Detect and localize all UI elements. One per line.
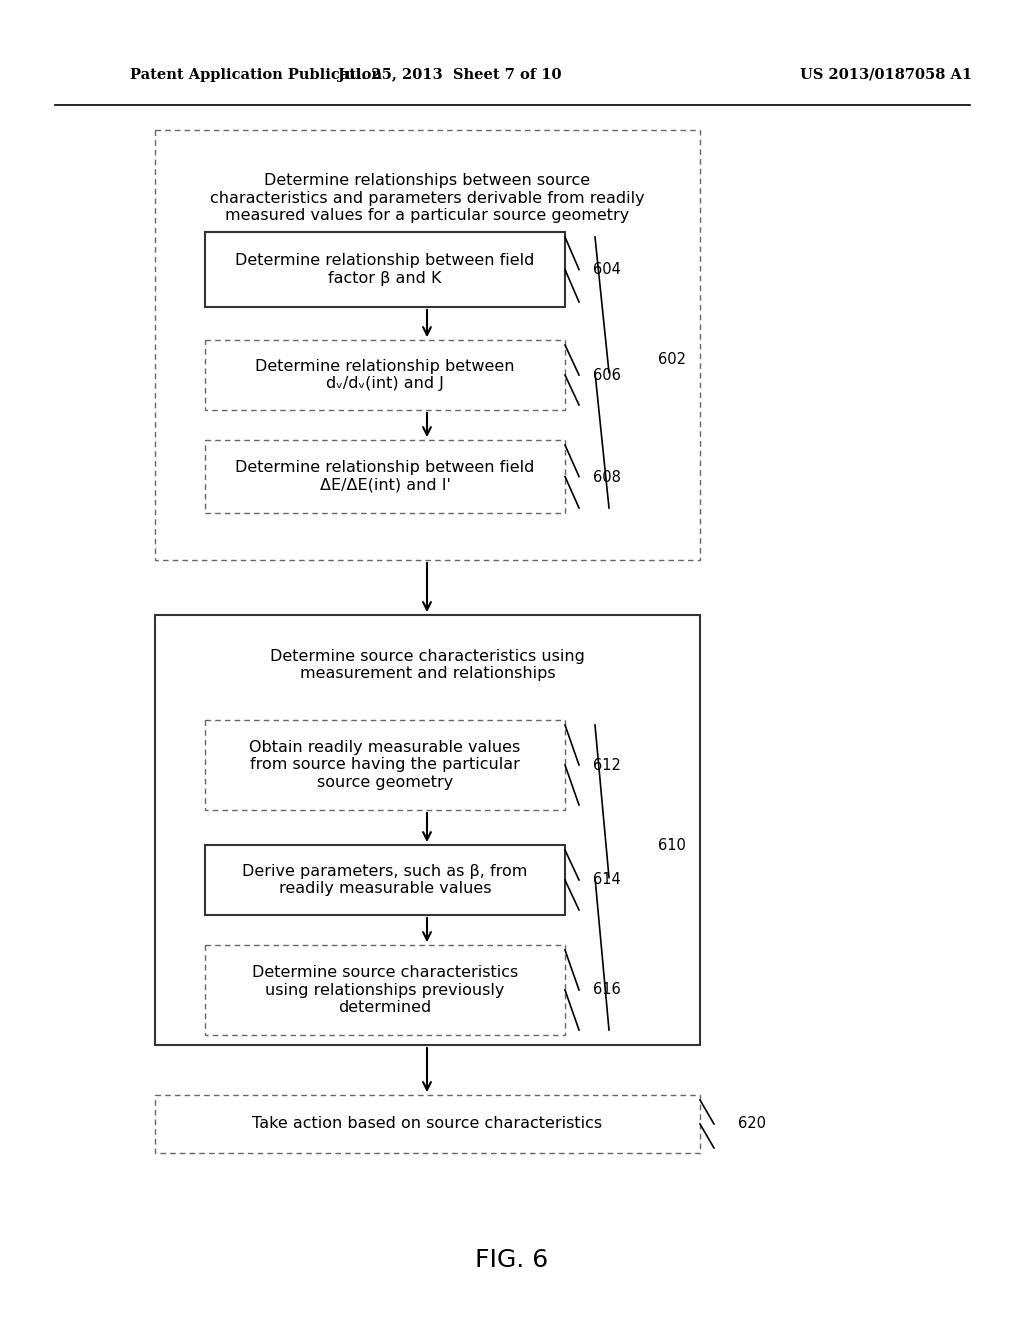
Text: Jul. 25, 2013  Sheet 7 of 10: Jul. 25, 2013 Sheet 7 of 10	[338, 69, 562, 82]
FancyBboxPatch shape	[205, 719, 565, 810]
Text: Patent Application Publication: Patent Application Publication	[130, 69, 382, 82]
Text: Determine source characteristics using
measurement and relationships: Determine source characteristics using m…	[270, 649, 585, 681]
Text: 612: 612	[593, 758, 621, 772]
Text: Take action based on source characteristics: Take action based on source characterist…	[253, 1117, 602, 1131]
Text: 614: 614	[593, 873, 621, 887]
Text: 608: 608	[593, 470, 621, 484]
FancyBboxPatch shape	[155, 129, 700, 560]
Text: 602: 602	[658, 352, 686, 367]
Text: Derive parameters, such as β, from
readily measurable values: Derive parameters, such as β, from readi…	[243, 863, 527, 896]
FancyBboxPatch shape	[205, 845, 565, 915]
Text: 610: 610	[658, 837, 686, 853]
Text: FIG. 6: FIG. 6	[475, 1247, 549, 1272]
Text: Obtain readily measurable values
from source having the particular
source geomet: Obtain readily measurable values from so…	[250, 741, 520, 789]
Text: Determine relationship between
dᵥ/dᵥ(int) and J: Determine relationship between dᵥ/dᵥ(int…	[255, 359, 515, 391]
FancyBboxPatch shape	[155, 615, 700, 1045]
FancyBboxPatch shape	[205, 945, 565, 1035]
Text: Determine source characteristics
using relationships previously
determined: Determine source characteristics using r…	[252, 965, 518, 1015]
Text: 606: 606	[593, 367, 621, 383]
Text: 620: 620	[738, 1117, 766, 1131]
Text: 616: 616	[593, 982, 621, 998]
Text: Determine relationship between field
ΔE/ΔE(int) and I': Determine relationship between field ΔE/…	[236, 461, 535, 492]
FancyBboxPatch shape	[205, 341, 565, 411]
Text: Determine relationship between field
factor β and K: Determine relationship between field fac…	[236, 253, 535, 285]
Text: Determine relationships between source
characteristics and parameters derivable : Determine relationships between source c…	[210, 173, 645, 223]
FancyBboxPatch shape	[205, 440, 565, 513]
Text: 604: 604	[593, 263, 621, 277]
Text: US 2013/0187058 A1: US 2013/0187058 A1	[800, 69, 972, 82]
FancyBboxPatch shape	[155, 1096, 700, 1152]
FancyBboxPatch shape	[205, 232, 565, 308]
